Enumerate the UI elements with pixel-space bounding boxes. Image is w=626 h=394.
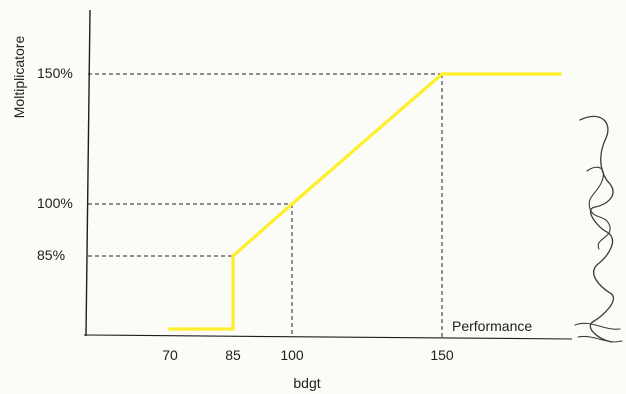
ticks-layer: 85% 100% 150% 70 85 100 150 [37,65,454,363]
y-axis-label: Moltiplicatore [11,36,27,119]
series-layer [168,72,562,331]
series-line-0 [168,72,562,331]
x-tick-label: 150 [430,347,454,363]
y-axis-line [85,9,91,337]
y-tick-label: 100% [37,195,73,211]
y-tick-label: 85% [37,247,65,263]
x-tick-label: 85 [225,347,241,363]
x-tick-label: 100 [280,347,304,363]
x-tick-label: 70 [162,347,178,363]
signature-scribble [574,115,623,343]
guides [88,73,443,337]
axes [83,9,573,340]
labels-layer: bdgt Moltiplicatore Performance [11,36,532,391]
x-axis-line [83,334,573,340]
performance-label: Performance [452,318,532,334]
x-axis-label: bdgt [293,375,320,391]
y-tick-label: 150% [37,65,73,81]
